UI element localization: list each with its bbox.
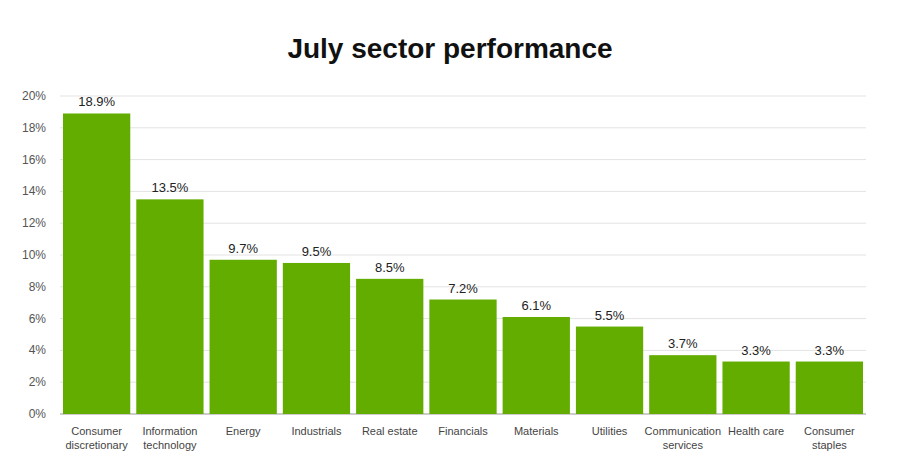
x-tick-label-line: services bbox=[663, 439, 704, 451]
x-tick-label-line: Consumer bbox=[804, 425, 855, 437]
bar bbox=[576, 327, 643, 414]
y-tick-label: 10% bbox=[22, 248, 46, 262]
data-label: 13.5% bbox=[151, 180, 188, 195]
y-tick-label: 6% bbox=[29, 312, 47, 326]
data-label: 3.3% bbox=[741, 343, 771, 358]
bar bbox=[429, 300, 496, 414]
grid-line bbox=[60, 127, 866, 128]
x-tick-label-line: Communication bbox=[645, 425, 721, 437]
x-tick-label-line: staples bbox=[812, 439, 847, 451]
bar bbox=[503, 317, 570, 414]
data-label: 7.2% bbox=[448, 281, 478, 296]
y-tick-label: 18% bbox=[22, 121, 46, 135]
data-label: 9.5% bbox=[302, 244, 332, 259]
grid-line bbox=[60, 96, 866, 97]
x-tick-label: Communication services bbox=[645, 425, 721, 451]
data-label: 8.5% bbox=[375, 260, 405, 275]
x-tick-label: Energy bbox=[226, 425, 261, 437]
bars bbox=[63, 113, 863, 414]
data-label: 3.7% bbox=[668, 336, 698, 351]
x-tick-label-line: Consumer bbox=[71, 425, 122, 437]
x-tick-label: Information technology bbox=[142, 425, 197, 451]
x-tick-label-line: discretionary bbox=[65, 439, 128, 451]
bar bbox=[63, 113, 130, 414]
y-tick-label: 0% bbox=[29, 407, 47, 421]
x-tick-label: Materials bbox=[514, 425, 559, 437]
data-label: 9.7% bbox=[228, 241, 258, 256]
y-tick-label: 20% bbox=[22, 89, 46, 103]
data-label: 6.1% bbox=[521, 298, 551, 313]
x-tick-label: Consumer discretionary bbox=[65, 425, 128, 451]
x-tick-label: Utilities bbox=[592, 425, 628, 437]
y-tick-label: 2% bbox=[29, 375, 47, 389]
x-tick-label-line: technology bbox=[143, 439, 197, 451]
data-label: 5.5% bbox=[595, 308, 625, 323]
bar bbox=[649, 355, 716, 414]
y-tick-label: 16% bbox=[22, 153, 46, 167]
bar bbox=[136, 199, 203, 414]
bar bbox=[356, 279, 423, 414]
x-tick-label: Health care bbox=[728, 425, 784, 437]
data-label: 18.9% bbox=[78, 94, 115, 109]
y-tick-label: 4% bbox=[29, 343, 47, 357]
x-tick-label: Industrials bbox=[291, 425, 342, 437]
bar bbox=[722, 362, 789, 414]
x-tick-label: Real estate bbox=[362, 425, 418, 437]
x-tick-label-line: Information bbox=[142, 425, 197, 437]
x-tick-label: Consumer staples bbox=[804, 425, 855, 451]
x-tick-label: Financials bbox=[438, 425, 488, 437]
bar bbox=[210, 260, 277, 414]
bar bbox=[283, 263, 350, 414]
labels: 18.9% Consumer discretionary 13.5% Informati… bbox=[65, 94, 855, 451]
y-tick-label: 12% bbox=[22, 216, 46, 230]
chart: July sector performance 0% 2% 4% 6% 8% 10% 12% 1… bbox=[0, 0, 900, 471]
data-label: 3.3% bbox=[815, 343, 845, 358]
bar bbox=[796, 362, 863, 414]
y-tick-label: 8% bbox=[29, 280, 47, 294]
y-tick-label: 14% bbox=[22, 184, 46, 198]
title: July sector performance bbox=[287, 33, 612, 64]
grid-line bbox=[60, 159, 866, 160]
